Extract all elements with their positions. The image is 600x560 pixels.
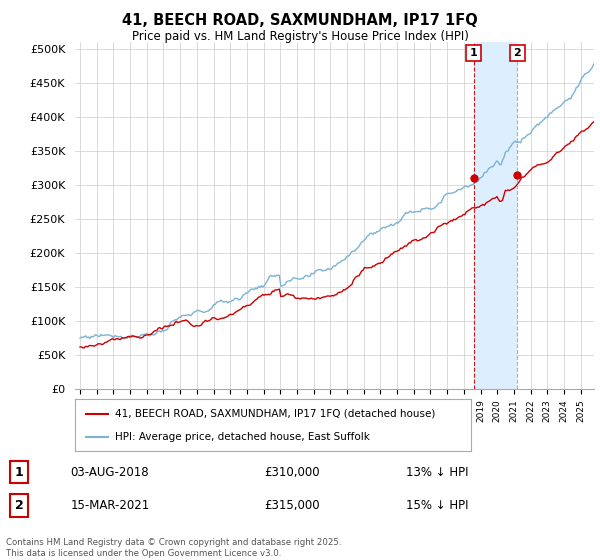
Text: 15-MAR-2021: 15-MAR-2021 xyxy=(71,499,150,512)
Text: Contains HM Land Registry data © Crown copyright and database right 2025.
This d: Contains HM Land Registry data © Crown c… xyxy=(6,538,341,558)
Text: 13% ↓ HPI: 13% ↓ HPI xyxy=(406,465,469,479)
Text: 1: 1 xyxy=(14,465,23,479)
Text: 1: 1 xyxy=(470,48,478,58)
Text: £315,000: £315,000 xyxy=(265,499,320,512)
Text: 2: 2 xyxy=(14,499,23,512)
Text: 41, BEECH ROAD, SAXMUNDHAM, IP17 1FQ (detached house): 41, BEECH ROAD, SAXMUNDHAM, IP17 1FQ (de… xyxy=(115,409,435,419)
Text: 15% ↓ HPI: 15% ↓ HPI xyxy=(406,499,469,512)
Text: 2: 2 xyxy=(514,48,521,58)
Text: HPI: Average price, detached house, East Suffolk: HPI: Average price, detached house, East… xyxy=(115,432,370,442)
Text: £310,000: £310,000 xyxy=(265,465,320,479)
Bar xyxy=(473,42,517,389)
Text: Price paid vs. HM Land Registry's House Price Index (HPI): Price paid vs. HM Land Registry's House … xyxy=(131,30,469,43)
Text: 03-AUG-2018: 03-AUG-2018 xyxy=(71,465,149,479)
Text: 41, BEECH ROAD, SAXMUNDHAM, IP17 1FQ: 41, BEECH ROAD, SAXMUNDHAM, IP17 1FQ xyxy=(122,13,478,28)
